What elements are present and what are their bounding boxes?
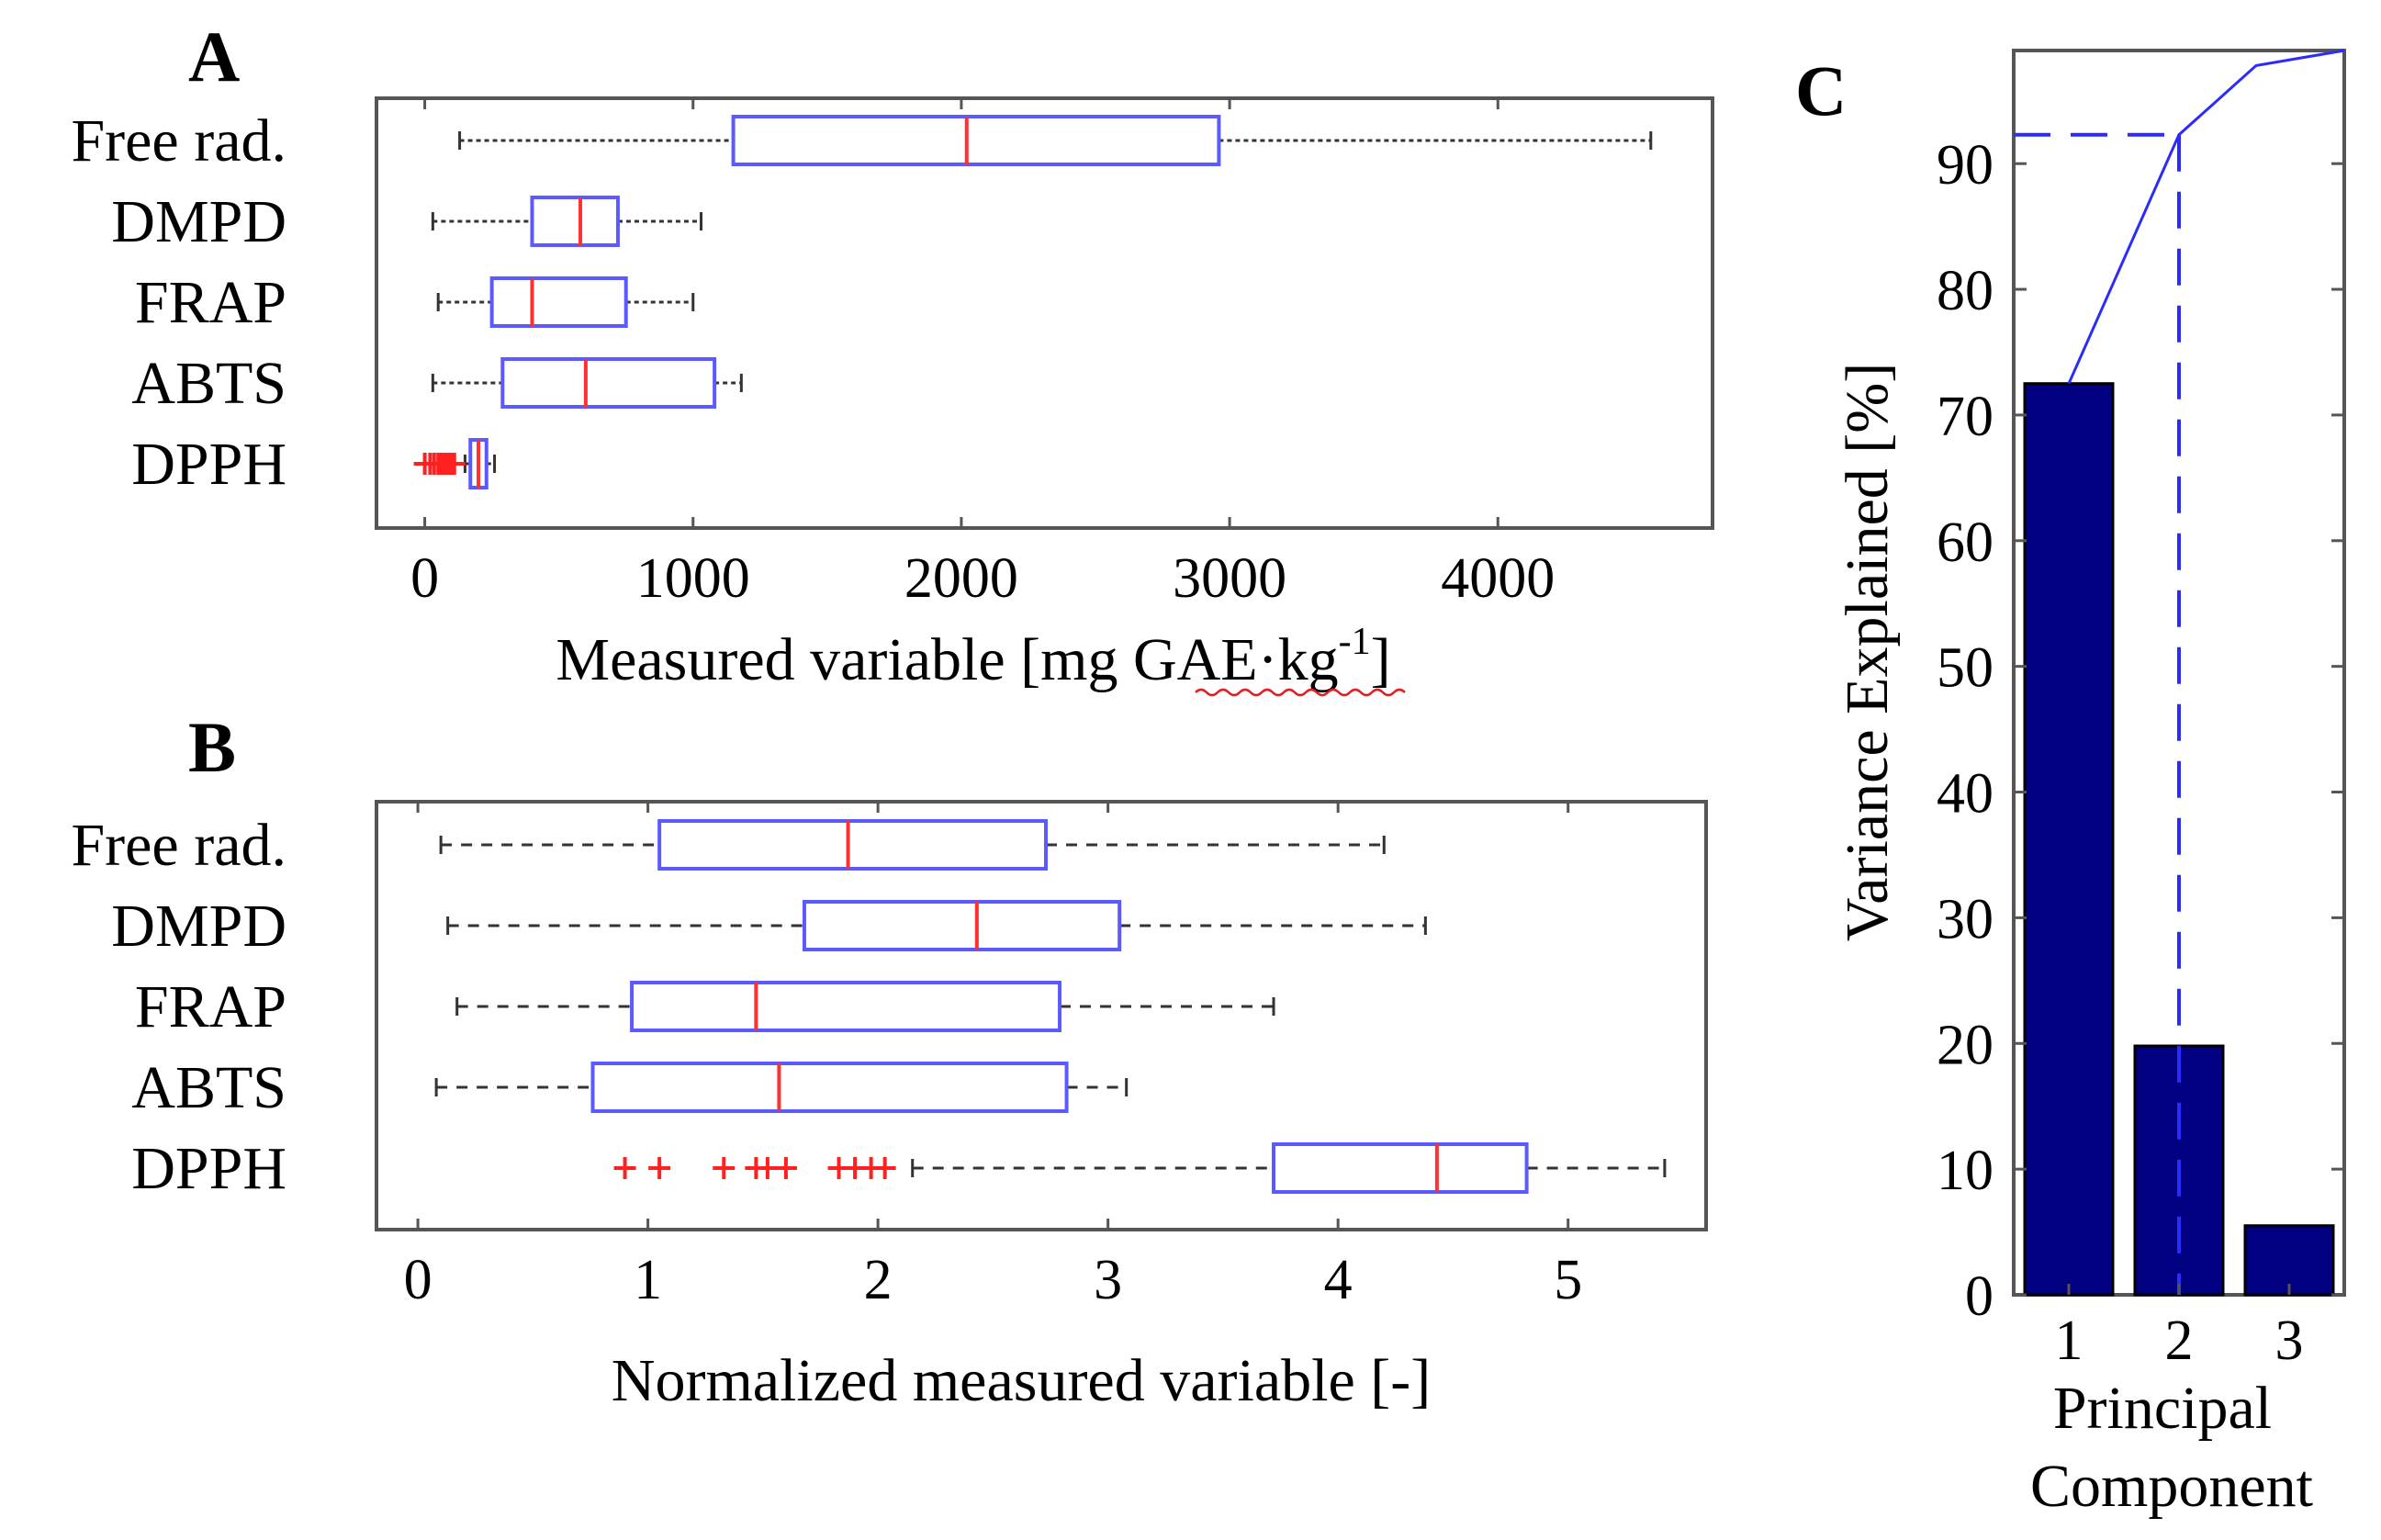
panelA-box-free-rad — [731, 115, 1221, 166]
panelC-y-tick-label-60: 60 — [1937, 511, 1994, 574]
panel-b-x-axis-label: Normalized measured variable [-] — [612, 1347, 1431, 1414]
panelB-tick-label-2: 2 — [864, 1249, 893, 1311]
panelB-box-dpph — [1272, 1142, 1529, 1194]
panelC-y-tick-label-20: 20 — [1937, 1014, 1994, 1076]
panelB-box-free-rad — [657, 819, 1049, 871]
panelC-y-tick-label-0: 0 — [1965, 1265, 1994, 1328]
panelA-category-label-abts: ABTS — [131, 350, 286, 417]
panelB-tick-label-5: 5 — [1554, 1249, 1582, 1311]
panelB-category-label-dmpd: DMPD — [111, 893, 286, 960]
panelA-tick-label-0: 0 — [410, 547, 439, 610]
panel-b-axes-frame — [375, 800, 1708, 1231]
spellcheck-underline — [1195, 688, 1406, 697]
panelC-x-tick-label-1: 1 — [2055, 1310, 2083, 1372]
panel-a-boxplot: Free rad. DMPD FRAP ABTS DPPH 0 1000 2000 3000 4… — [71, 96, 1714, 697]
panelB-category-label-frap: FRAP — [135, 973, 286, 1040]
panel-letter-c: C — [1795, 51, 1847, 130]
panelA-tick-label-3000: 3000 — [1173, 547, 1286, 610]
panel-a-axes-frame — [375, 96, 1714, 530]
panel-letter-a: A — [188, 17, 240, 96]
panelC-y-tick-label-40: 40 — [1937, 763, 1994, 826]
panelC-y-tick-label-70: 70 — [1937, 386, 1994, 448]
panel-c-x-axis-label-line1: Principal — [2053, 1375, 2272, 1442]
panelB-tick-label-0: 0 — [404, 1249, 432, 1311]
panelB-category-label-abts: ABTS — [131, 1054, 286, 1121]
panelC-x-tick-label-2: 2 — [2165, 1310, 2194, 1372]
panelA-box-abts — [500, 357, 717, 409]
panelC-y-tick-label-90: 90 — [1937, 134, 1994, 197]
panelB-box-frap — [630, 981, 1062, 1032]
panelB-box-abts — [590, 1062, 1069, 1113]
panelC-bar-3 — [2243, 1224, 2335, 1297]
panel-c-y-axis-label: Variance Explained [%] — [1834, 363, 1901, 941]
panelC-cumulative-variance-line — [2067, 49, 2345, 385]
panel-c-x-axis-label-line2: Component — [2030, 1453, 2313, 1520]
panelA-category-label-frap: FRAP — [135, 269, 286, 336]
panelB-tick-label-3: 3 — [1094, 1249, 1122, 1311]
panelC-bar-1 — [2023, 382, 2115, 1297]
panelC-x-tick-label-3: 3 — [2275, 1310, 2304, 1372]
panelC-y-tick-label-30: 30 — [1937, 888, 1994, 950]
panelA-box-frap — [489, 276, 628, 328]
panelA-tick-label-4000: 4000 — [1441, 547, 1555, 610]
panel-letter-b: B — [188, 707, 236, 787]
panelA-category-label-dmpd: DMPD — [111, 188, 286, 255]
panelC-y-tick-label-10: 10 — [1937, 1140, 1994, 1202]
panelB-category-label-dpph: DPPH — [131, 1135, 286, 1202]
panelA-tick-label-2000: 2000 — [904, 547, 1018, 610]
panelB-category-label-free-rad: Free rad. — [71, 812, 286, 879]
panelB-tick-label-1: 1 — [634, 1249, 662, 1311]
panelC-y-tick-label-50: 50 — [1937, 637, 1994, 700]
panelB-tick-label-4: 4 — [1324, 1249, 1353, 1311]
panelA-category-label-dpph: DPPH — [131, 431, 286, 498]
panel-a-x-axis-label: Measured variable [mg GAE·kg-1] — [556, 621, 1390, 693]
panelA-box-dmpd — [530, 196, 620, 247]
panelC-y-tick-label-80: 80 — [1937, 260, 1994, 322]
panelA-tick-label-1000: 1000 — [636, 547, 750, 610]
panel-b-boxplot: Free rad. DMPD FRAP ABTS DPPH 0 1 2 3 4 5 Normali… — [71, 800, 1708, 1414]
panelA-category-label-free-rad: Free rad. — [71, 107, 286, 174]
panelB-box-dmpd — [802, 900, 1122, 951]
